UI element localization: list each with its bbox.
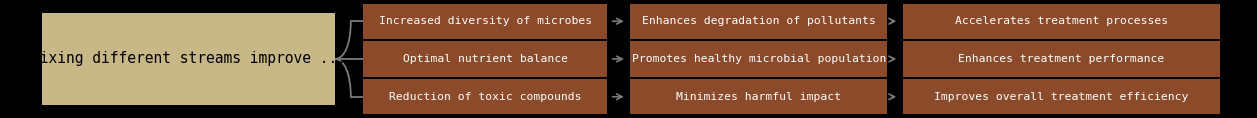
- Text: Reduction of toxic compounds: Reduction of toxic compounds: [388, 92, 582, 102]
- FancyBboxPatch shape: [363, 79, 607, 114]
- FancyBboxPatch shape: [631, 79, 887, 114]
- FancyBboxPatch shape: [903, 41, 1221, 77]
- FancyBboxPatch shape: [903, 4, 1221, 39]
- Text: Enhances degradation of pollutants: Enhances degradation of pollutants: [642, 16, 876, 26]
- Text: Improves overall treatment efficiency: Improves overall treatment efficiency: [934, 92, 1189, 102]
- FancyBboxPatch shape: [41, 13, 334, 105]
- Text: Accelerates treatment processes: Accelerates treatment processes: [955, 16, 1168, 26]
- FancyBboxPatch shape: [363, 4, 607, 39]
- Text: Increased diversity of microbes: Increased diversity of microbes: [378, 16, 592, 26]
- Text: Promotes healthy microbial population: Promotes healthy microbial population: [631, 54, 886, 64]
- Text: Enhances treatment performance: Enhances treatment performance: [959, 54, 1165, 64]
- FancyBboxPatch shape: [903, 79, 1221, 114]
- Text: Minimizes harmful impact: Minimizes harmful impact: [676, 92, 841, 102]
- FancyBboxPatch shape: [631, 4, 887, 39]
- FancyBboxPatch shape: [363, 41, 607, 77]
- Text: Optimal nutrient balance: Optimal nutrient balance: [402, 54, 568, 64]
- FancyBboxPatch shape: [631, 41, 887, 77]
- Text: Mixing different streams improve ...: Mixing different streams improve ...: [31, 51, 346, 67]
